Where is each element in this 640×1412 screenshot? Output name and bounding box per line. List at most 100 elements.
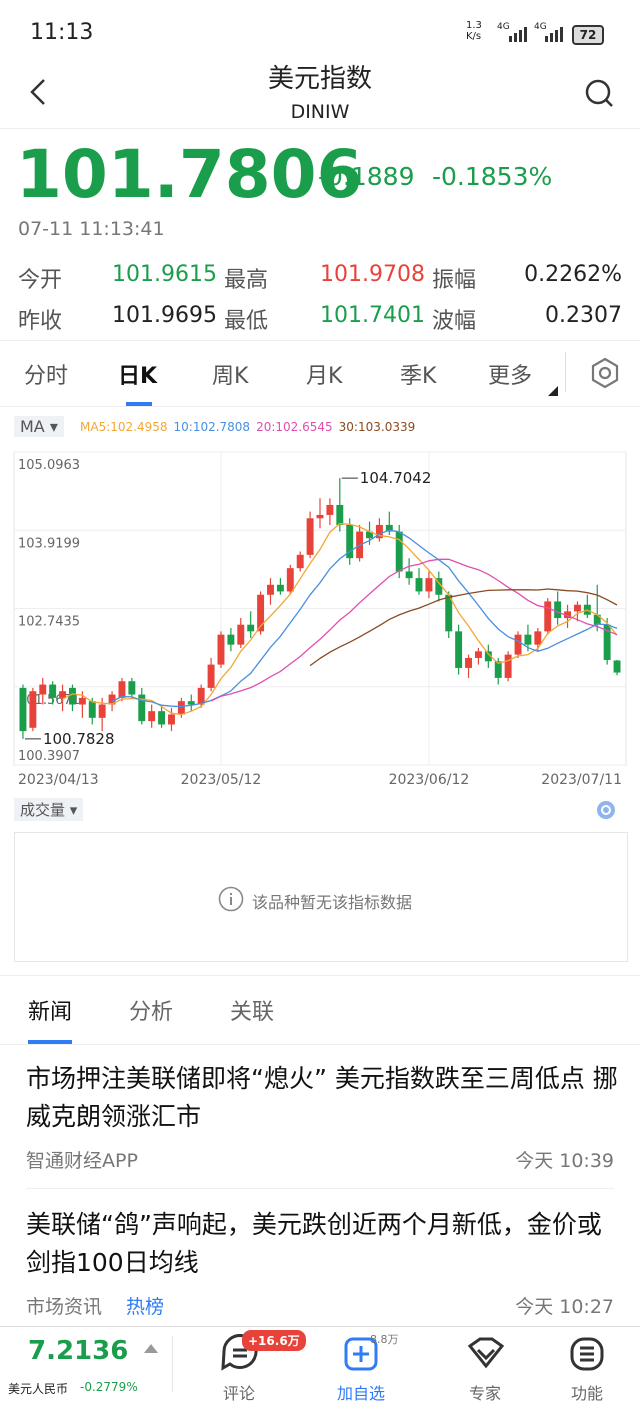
info-icon: [218, 886, 244, 912]
ma-legend: MA5:102.4958 10:102.7808 20:102.6545 30:103…: [80, 420, 421, 434]
news-tab[interactable]: 分析: [129, 1000, 174, 1025]
candle-body: [68, 687, 76, 705]
candle-body: [474, 651, 482, 658]
bottom-bar: [0, 1326, 640, 1412]
search-button[interactable]: [582, 76, 616, 110]
bottom-button[interactable]: 功能: [570, 1384, 603, 1403]
bottom-button[interactable]: 评论: [222, 1384, 255, 1403]
news-tag: 热榜: [126, 1296, 165, 1318]
candle-body: [138, 694, 146, 722]
news-title[interactable]: 市场押注美联储即将“熄火” 美元指数跌至三周低点 挪威克朗领涨汇市: [26, 1064, 618, 1131]
news-time: 今天 10:39: [515, 1150, 614, 1172]
settings-button[interactable]: [588, 356, 622, 390]
speed-unit: K/s: [466, 31, 482, 42]
tab-indicator: [28, 1040, 72, 1044]
candle-body: [504, 654, 512, 678]
candle-body: [415, 578, 423, 592]
candle-body: [494, 661, 502, 678]
signal-bars: [509, 27, 563, 42]
candle-body: [326, 504, 334, 515]
candle-body: [385, 524, 393, 532]
refresh-icon[interactable]: [596, 800, 616, 820]
divider: [0, 1044, 640, 1045]
candle-body: [306, 518, 314, 555]
candle-body: [257, 594, 265, 632]
candle-body: [573, 604, 581, 612]
candle-chart: 105.0963103.9199102.7435101.5671100.3907…: [13, 451, 627, 788]
candle-body: [296, 554, 304, 569]
back-button[interactable]: [26, 76, 56, 108]
stat-label: 波幅: [432, 309, 477, 334]
candle-body: [168, 714, 175, 725]
candle-body: [564, 611, 572, 619]
candle-body: [395, 531, 403, 572]
y-tick-label: 100.3907: [18, 749, 80, 764]
divider: [26, 1188, 614, 1189]
fx-price[interactable]: 7.2136: [28, 1336, 129, 1366]
candle-body: [78, 697, 86, 705]
period-tab[interactable]: 季K: [400, 364, 437, 389]
ma-line: [62, 522, 618, 716]
news-source: 智通财经APP: [26, 1150, 138, 1172]
candle-body: [514, 634, 522, 655]
candle-body: [98, 704, 106, 718]
candle-body: [336, 504, 344, 525]
candle-body: [375, 524, 383, 539]
period-tab[interactable]: 月K: [306, 364, 343, 389]
volume-label: 成交量: [20, 801, 66, 819]
code: DINIW: [290, 101, 350, 123]
change: -0.1889: [318, 162, 415, 191]
news-tab[interactable]: 新闻: [28, 1000, 73, 1025]
price: 101.7806: [16, 136, 363, 213]
candle-body: [158, 711, 166, 725]
stat-label: 今开: [18, 268, 63, 293]
period-tab[interactable]: 日K: [118, 364, 158, 389]
candle-body: [544, 601, 552, 632]
watch-count: 8.8万: [370, 1333, 399, 1346]
candle-body: [207, 664, 215, 688]
period-tab[interactable]: 周K: [212, 364, 249, 389]
ma-line: [210, 558, 618, 702]
y-tick-label: 103.9199: [18, 536, 80, 551]
bottom-button[interactable]: 专家: [468, 1384, 501, 1403]
candle-body: [148, 711, 156, 722]
indicator-select[interactable]: MA ▾: [14, 416, 64, 437]
candle-body: [227, 634, 235, 645]
candle-body: [534, 631, 542, 645]
ma-legend-item: MA5:102.4958: [80, 420, 168, 434]
x-tick-label: 2023/04/13: [18, 772, 99, 788]
candle-body: [435, 578, 443, 595]
candle-body: [286, 568, 294, 592]
candle-body: [455, 631, 463, 668]
signal: 4G: [534, 22, 547, 32]
candle-body: [593, 614, 601, 625]
y-tick-label: 102.7435: [18, 615, 80, 630]
period-tab[interactable]: 更多: [488, 364, 533, 389]
stat-value: 101.9615: [112, 262, 217, 287]
news-tab[interactable]: 关联: [230, 1000, 275, 1025]
fx-name: 美元人民币: [8, 1382, 69, 1396]
speed: 1.3: [466, 20, 482, 31]
candle-body: [59, 691, 67, 698]
y-tick-label: 105.0963: [18, 458, 80, 473]
candle-body: [465, 657, 472, 668]
quote-time: 07-11 11:13:41: [18, 218, 165, 240]
volume-panel: [14, 832, 628, 962]
signal: 4G: [497, 22, 510, 32]
candle-body: [217, 634, 225, 665]
candle-body: [118, 681, 126, 698]
divider: [172, 1336, 173, 1392]
candle-body: [445, 594, 453, 632]
bottom-button[interactable]: 加自选: [336, 1384, 385, 1403]
period-tab[interactable]: 分时: [24, 364, 69, 389]
ma-legend-item: 20:102.6545: [256, 420, 333, 434]
ma-legend-item: 30:103.0339: [338, 420, 416, 434]
ma-legend-item: 10:102.7808: [173, 420, 251, 434]
candle-body: [405, 571, 413, 579]
x-tick-label: 2023/05/12: [181, 772, 262, 788]
stat-label: 昨收: [18, 309, 63, 334]
candle-body: [425, 578, 433, 592]
candle-body: [316, 514, 324, 519]
news-title[interactable]: 美联储“鸽”声响起，美元跌创近两个月新低，金价或剑指100日均线: [26, 1210, 602, 1277]
volume-select[interactable]: 成交量 ▾: [14, 798, 84, 821]
